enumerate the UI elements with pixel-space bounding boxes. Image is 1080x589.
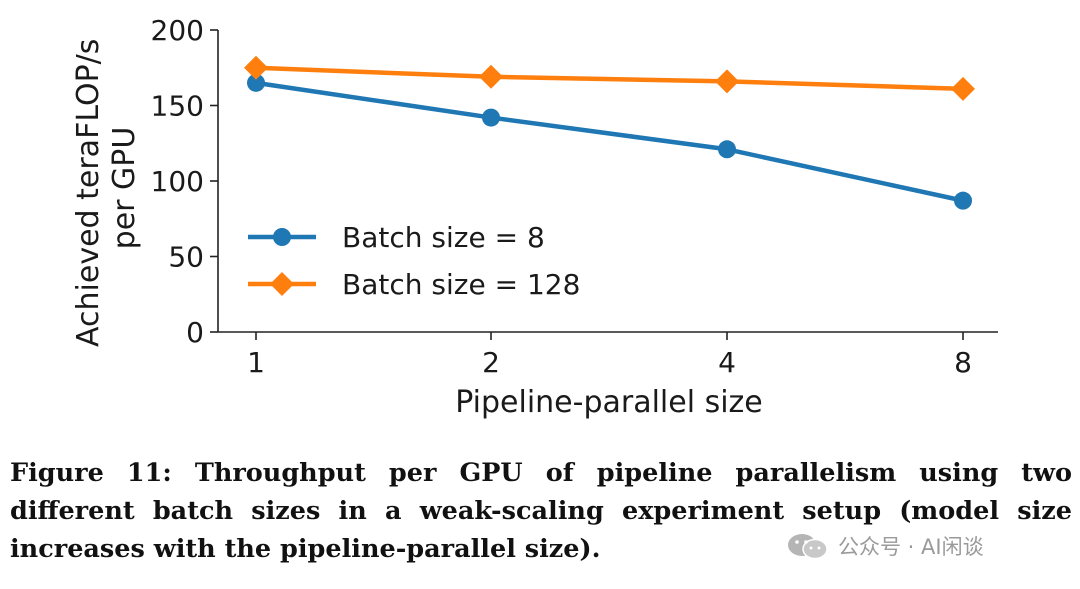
data-point [951,76,975,101]
series-line [255,80,964,203]
y-ticks: 0 50 100 150 200 [151,14,218,349]
y-tick-label: 100 [151,165,204,198]
data-point [479,64,503,89]
data-point [715,69,739,94]
watermark-text: 公众号 · AI闲谈 [838,535,984,559]
y-tick-label: 150 [151,90,204,123]
legend-label: Batch size = 128 [342,268,580,301]
data-point [244,55,268,80]
legend-label: Batch size = 8 [342,221,545,254]
x-tick-label: 4 [718,346,736,379]
legend-item: Batch size = 8 [248,221,545,254]
data-point [482,108,500,127]
y-axis-label-line-1: Achieved teraFLOP/s [71,39,106,347]
data-point [954,191,972,210]
y-axis-label-line-2: per GPU [107,127,142,250]
series-2 [244,55,975,101]
data-point [247,73,265,92]
y-tick-label: 200 [151,14,204,47]
x-tick-label: 8 [954,346,972,379]
x-ticks: 1 2 4 8 [247,332,972,379]
y-axis-label: Achieved teraFLOP/s per GPU [71,29,142,347]
data-point [718,140,736,159]
watermark: 公众号 · AI闲谈 [786,530,984,562]
x-tick-label: 2 [482,346,500,379]
legend: Batch size = 8 Batch size = 128 [248,221,580,301]
y-tick-label: 0 [186,316,204,349]
series-line [255,65,964,92]
figure-caption: Figure 11: Throughput per GPU of pipelin… [10,458,1072,564]
series-1 [247,73,972,210]
legend-item: Batch size = 128 [248,268,580,301]
series-layer [244,55,975,210]
x-tick-label: 1 [247,346,265,379]
y-tick-label: 50 [168,241,204,274]
legend-marker [273,228,291,246]
legend-marker [270,272,294,296]
x-axis-label: Pipeline-parallel size [455,385,763,420]
wechat-icon [788,534,828,560]
